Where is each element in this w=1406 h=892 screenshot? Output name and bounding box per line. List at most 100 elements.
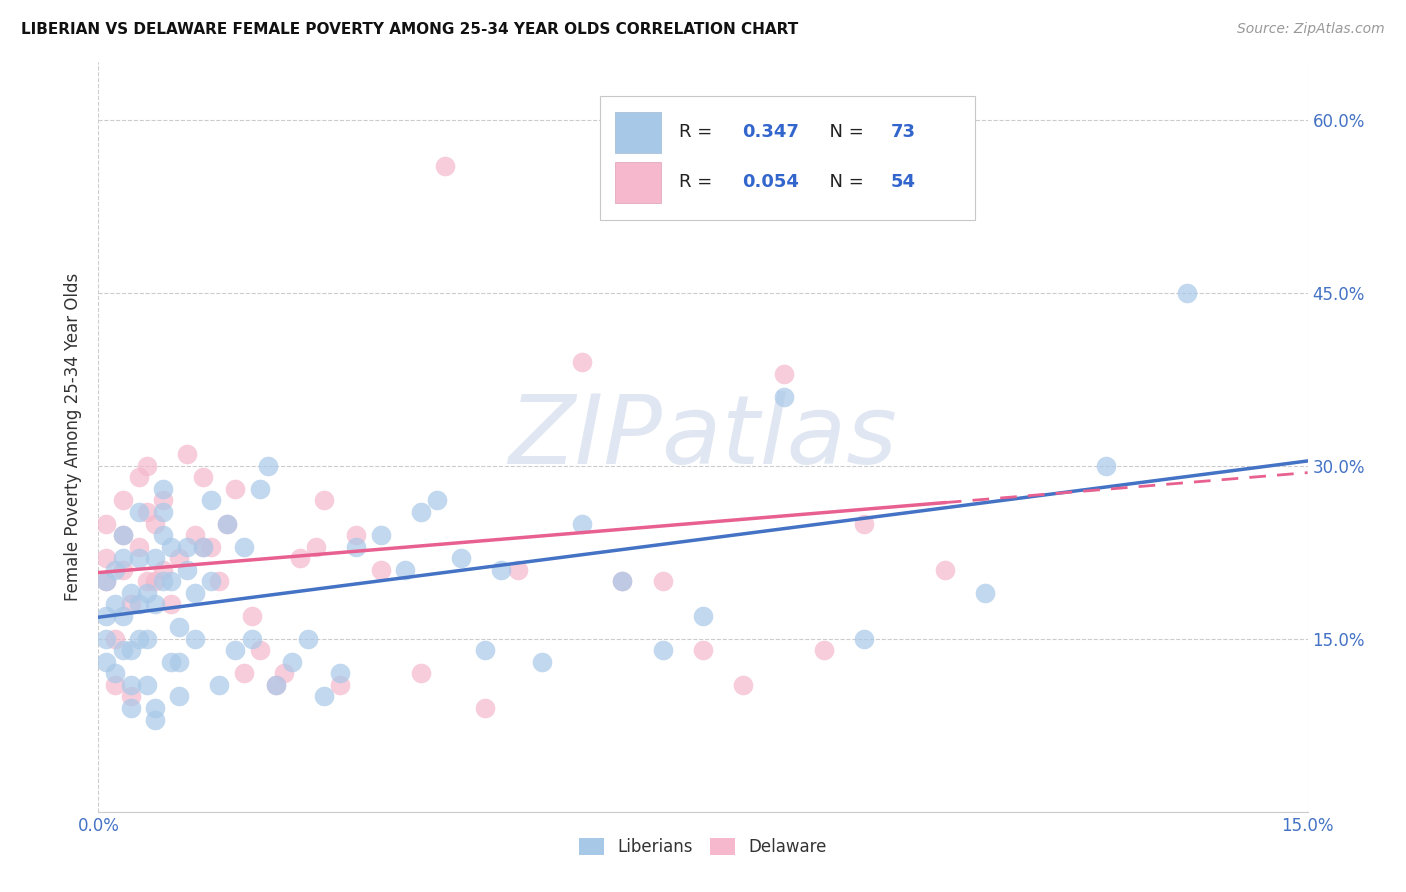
Point — [329, 678, 352, 692]
Point — [249, 482, 271, 496]
Point — [143, 713, 166, 727]
Point — [103, 563, 125, 577]
Point — [256, 458, 278, 473]
Point — [176, 447, 198, 461]
Point — [184, 528, 207, 542]
Point — [506, 563, 529, 577]
Point — [193, 540, 215, 554]
Point — [273, 666, 295, 681]
Point — [167, 620, 190, 634]
Point — [853, 632, 876, 646]
Point — [305, 540, 328, 554]
Point — [1095, 458, 1118, 473]
Point — [111, 493, 134, 508]
Point — [434, 159, 457, 173]
Point — [288, 551, 311, 566]
Point — [571, 355, 593, 369]
Point — [612, 574, 634, 589]
Point — [264, 678, 287, 692]
Point — [111, 643, 134, 657]
FancyBboxPatch shape — [600, 96, 976, 219]
Point — [450, 551, 472, 566]
Point — [314, 493, 336, 508]
Y-axis label: Female Poverty Among 25-34 Year Olds: Female Poverty Among 25-34 Year Olds — [65, 273, 83, 601]
Point — [160, 597, 183, 611]
Point — [135, 632, 157, 646]
Point — [571, 516, 593, 531]
Point — [120, 643, 142, 657]
Point — [160, 655, 183, 669]
Point — [893, 159, 915, 173]
Point — [143, 597, 166, 611]
Point — [152, 563, 174, 577]
Point — [152, 505, 174, 519]
Point — [193, 540, 215, 554]
Text: LIBERIAN VS DELAWARE FEMALE POVERTY AMONG 25-34 YEAR OLDS CORRELATION CHART: LIBERIAN VS DELAWARE FEMALE POVERTY AMON… — [21, 22, 799, 37]
Point — [733, 678, 755, 692]
Text: R =: R = — [679, 123, 718, 141]
Point — [217, 516, 239, 531]
Point — [152, 482, 174, 496]
Point — [135, 574, 157, 589]
Point — [96, 574, 118, 589]
Point — [344, 540, 367, 554]
Text: 0.054: 0.054 — [742, 173, 799, 191]
Point — [96, 574, 118, 589]
Point — [249, 643, 271, 657]
Point — [152, 574, 174, 589]
Point — [772, 367, 794, 381]
Point — [111, 563, 134, 577]
Point — [232, 540, 254, 554]
Point — [974, 585, 997, 599]
Point — [128, 597, 150, 611]
Point — [772, 390, 794, 404]
Point — [370, 528, 392, 542]
Text: N =: N = — [818, 173, 869, 191]
Point — [651, 643, 673, 657]
Point — [426, 493, 449, 508]
Point — [120, 585, 142, 599]
Point — [103, 632, 125, 646]
Point — [281, 655, 304, 669]
Point — [314, 690, 336, 704]
Text: Source: ZipAtlas.com: Source: ZipAtlas.com — [1237, 22, 1385, 37]
Text: 0.347: 0.347 — [742, 123, 799, 141]
Point — [208, 574, 231, 589]
Point — [224, 643, 246, 657]
Point — [329, 666, 352, 681]
Point — [143, 551, 166, 566]
Point — [184, 632, 207, 646]
Point — [474, 643, 496, 657]
Point — [120, 690, 142, 704]
Point — [491, 563, 513, 577]
Point — [120, 678, 142, 692]
Point — [409, 505, 432, 519]
Point — [135, 505, 157, 519]
Point — [853, 516, 876, 531]
Point — [200, 574, 222, 589]
Point — [152, 493, 174, 508]
Point — [692, 608, 714, 623]
Point — [176, 563, 198, 577]
Legend: Liberians, Delaware: Liberians, Delaware — [579, 838, 827, 855]
FancyBboxPatch shape — [614, 112, 661, 153]
Point — [217, 516, 239, 531]
Point — [232, 666, 254, 681]
Point — [128, 505, 150, 519]
Point — [143, 574, 166, 589]
Point — [208, 678, 231, 692]
Point — [264, 678, 287, 692]
Point — [135, 585, 157, 599]
Point — [128, 551, 150, 566]
Text: N =: N = — [818, 123, 869, 141]
Point — [934, 563, 956, 577]
Point — [128, 632, 150, 646]
Point — [193, 470, 215, 484]
Point — [692, 643, 714, 657]
Point — [530, 655, 553, 669]
Point — [111, 528, 134, 542]
Point — [297, 632, 319, 646]
Point — [240, 632, 263, 646]
Point — [135, 458, 157, 473]
Point — [103, 678, 125, 692]
